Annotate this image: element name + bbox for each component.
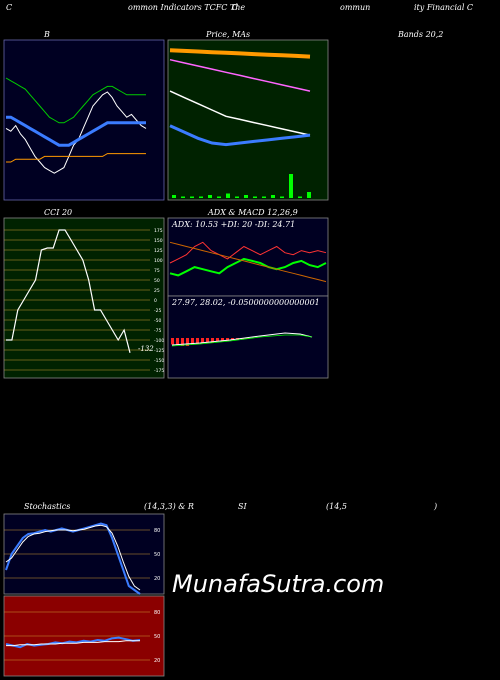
bb-title-mid: Price, MAs [206,30,251,39]
cci-panel: 175 150 125 100 75 50 25 0 -25 -50 -75 -100 -125 -150… [3,217,165,379]
adx-line-0 [169,257,327,277]
volume-bar [289,174,293,198]
ma-line-1 [169,58,311,92]
volume-bar [190,196,194,198]
macd-hist-bar [191,338,194,345]
adx-title: ADX & MACD 12,26,9 [208,208,298,217]
ma-line-3 [169,124,311,147]
adx-line-2 [169,241,327,283]
macd-hist-bar [211,338,214,343]
volume-bar [235,196,239,198]
header-c1: C [6,3,13,12]
bb-title-right: Bands 20,2 [398,30,444,39]
cci-title: CCI 20 [44,208,73,217]
cci-tick-label: -25 [154,308,161,314]
volume-bar [298,196,302,198]
cci-tick-label: 0 [154,298,157,304]
cci-last-label: -132 [138,345,154,353]
cci-tick-label: -75 [154,328,161,334]
bb-line-3 [6,153,146,163]
macd-hist-bar [201,338,204,343]
macd-hist-bar [176,338,179,345]
stoch-line-1 [5,524,141,591]
macd-line [171,332,313,346]
rsi-panel: 80 50 20 [3,595,165,677]
cci-tick-label: 50 [154,278,160,284]
ma-line-2 [169,90,311,136]
header-commun: ommun [340,3,371,12]
bb-title-left: B [44,30,50,39]
header-financial: ity Financial C [414,3,474,12]
volume-bar [226,193,230,198]
macd-hist-bar [231,338,234,340]
macd-hist-bar [181,338,184,346]
volume-bar [280,196,284,198]
stoch-label-5: ) [434,502,438,511]
macd-hist-bar [206,338,209,343]
adx-values: ADX: 10.53 +DI: 20 -DI: 24.71 [172,220,296,229]
rsi-tick-label: 80 [154,610,160,616]
bollinger-panel [3,39,165,201]
macd-values: 27.97, 28.02, -0.0500000000000001 [172,298,320,307]
stochastics-panel: 80 50 20 [3,513,165,595]
macd-hist-bar [216,338,219,342]
volume-bar [208,195,212,198]
rsi-line-1 [6,640,140,647]
volume-bar [172,195,176,198]
stoch-tick-label: 80 [154,528,160,534]
rsi-tick-label: 20 [154,658,160,664]
stoch-label-2: (14,3,3) & R [144,502,194,511]
volume-bar [199,196,203,198]
bb-line-1 [6,115,146,147]
cci-line [6,229,131,353]
macd-hist-bar [196,338,199,345]
volume-bar [244,195,248,198]
volume-bar [271,195,275,198]
cci-tick-label: -150 [154,358,164,364]
price-ma-panel [167,39,329,201]
volume-bar [253,196,257,198]
cci-tick-label: -175 [154,368,164,374]
cci-tick-label: -125 [154,348,164,354]
cci-tick-label: -100 [154,338,164,344]
header-c2: C [232,3,239,12]
macd-signal-line [171,334,313,347]
rsi-tick-label: 50 [154,634,160,640]
stoch-line-0 [5,522,141,595]
cci-tick-label: 100 [154,258,163,264]
macd-panel [167,295,329,379]
macd-hist-bar [171,338,174,345]
macd-hist-bar [186,338,189,346]
macd-hist-bar [226,338,229,342]
stoch-label-3: SI [238,502,247,511]
stoch-tick-label: 20 [154,576,160,582]
watermark: MunafaSutra.com [172,570,385,598]
ma-line-0 [169,48,311,59]
cci-tick-label: 175 [154,228,163,234]
cci-tick-label: -50 [154,318,161,324]
volume-bar [217,196,221,198]
cci-tick-label: 75 [154,268,160,274]
adx-panel [167,217,329,297]
macd-hist-bar [221,338,224,342]
header-common-indicators: ommon Indicators TCFC The [128,3,246,12]
rsi-line-0 [5,636,141,649]
stoch-label-4: (14,5 [326,502,347,511]
adx-line-1 [169,241,327,264]
volume-bar [181,196,185,198]
cci-tick-label: 125 [154,248,163,254]
stoch-label-1: Stochastics [24,502,71,511]
stoch-tick-label: 50 [154,552,160,558]
cci-tick-label: 150 [154,238,163,244]
bb-line-2 [5,77,146,124]
volume-bar [262,196,266,198]
volume-bar [307,192,311,198]
cci-tick-label: 25 [154,288,160,294]
